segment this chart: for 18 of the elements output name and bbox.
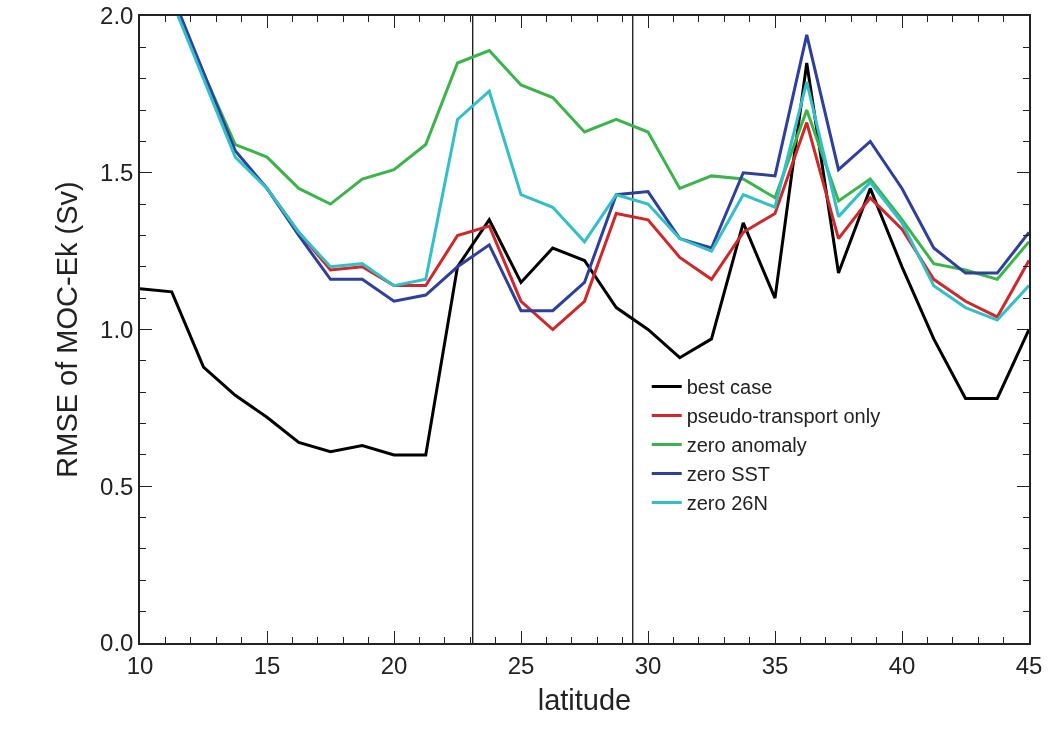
legend-label: zero 26N bbox=[686, 492, 768, 515]
legend-label: zero anomaly bbox=[686, 434, 807, 457]
y-tick-label: 2.0 bbox=[100, 2, 134, 30]
y-tick-label: 1.0 bbox=[100, 315, 134, 343]
legend-label: zero SST bbox=[686, 463, 771, 486]
x-tick-label: 40 bbox=[888, 651, 916, 679]
x-tick-label: 15 bbox=[253, 651, 281, 679]
legend-label: best case bbox=[686, 376, 773, 399]
y-tick-label: 0.5 bbox=[100, 472, 134, 500]
x-tick-label: 25 bbox=[507, 651, 535, 679]
x-tick-label: 45 bbox=[1015, 651, 1043, 679]
x-axis-title: latitude bbox=[537, 683, 632, 716]
y-axis-title: RMSE of MOC-Ek (Sv) bbox=[50, 181, 83, 478]
legend-label: pseudo-transport only bbox=[686, 405, 881, 428]
x-tick-label: 35 bbox=[761, 651, 789, 679]
x-tick-label: 30 bbox=[634, 651, 662, 679]
x-tick-label: 20 bbox=[380, 651, 408, 679]
y-tick-label: 1.5 bbox=[100, 159, 134, 187]
